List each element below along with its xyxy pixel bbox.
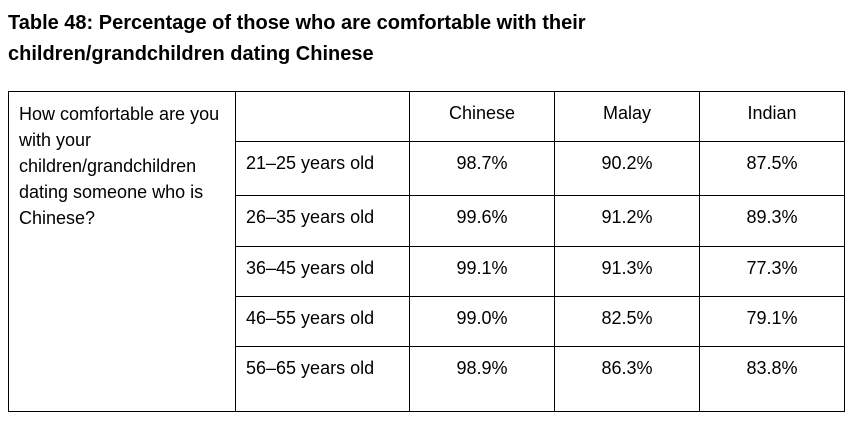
table-row: 26–35 years old 99.6% 91.2% 89.3%	[9, 195, 845, 247]
value-cell: 99.0%	[409, 296, 555, 347]
table-row: 56–65 years old 98.9% 86.3% 83.8%	[9, 346, 845, 412]
header-row: How comfortable are you with your childr…	[8, 91, 845, 412]
value-cell: 90.2%	[554, 141, 700, 196]
table-body: How comfortable are you with your childr…	[8, 91, 845, 412]
value-cell: 83.8%	[699, 346, 845, 412]
value-cell: 99.6%	[409, 195, 555, 247]
table-row: 21–25 years old 98.7% 90.2% 87.5%	[9, 141, 845, 196]
column-header: Chinese	[409, 91, 555, 142]
column-header: Malay	[554, 91, 700, 142]
age-cell: 21–25 years old	[235, 141, 410, 196]
value-cell: 77.3%	[699, 246, 845, 297]
table-title: Table 48: Percentage of those who are co…	[8, 12, 586, 65]
value-cell: 86.3%	[554, 346, 700, 412]
table-row: 36–45 years old 99.1% 91.3% 77.3%	[9, 246, 845, 297]
value-cell: 82.5%	[554, 296, 700, 347]
column-header: Indian	[699, 91, 845, 142]
value-cell: 98.9%	[409, 346, 555, 412]
value-cell: 87.5%	[699, 141, 845, 196]
age-cell: 36–45 years old	[235, 246, 410, 297]
value-cell: 91.3%	[554, 246, 700, 297]
value-cell: 79.1%	[699, 296, 845, 347]
value-cell: 89.3%	[699, 195, 845, 247]
age-cell: 56–65 years old	[235, 346, 410, 412]
value-cell: 99.1%	[409, 246, 555, 297]
value-cell: 98.7%	[409, 141, 555, 196]
age-cell: 26–35 years old	[235, 195, 410, 247]
value-cell: 91.2%	[554, 195, 700, 247]
empty-header	[235, 91, 410, 142]
data-table: How comfortable are you with your childr…	[8, 91, 845, 412]
age-cell: 46–55 years old	[235, 296, 410, 347]
table-row: 46–55 years old 99.0% 82.5% 79.1%	[9, 296, 845, 347]
question-cell: How comfortable are you with your childr…	[8, 91, 236, 412]
